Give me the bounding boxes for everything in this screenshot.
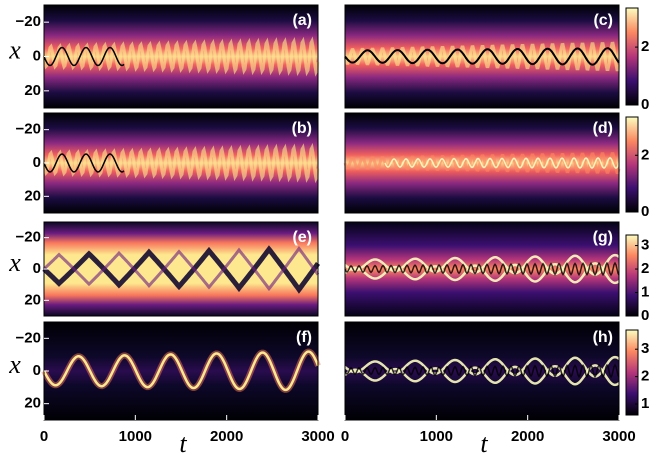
panel-label: (c) <box>593 12 613 29</box>
y-tick-label: 20 <box>24 395 41 412</box>
panel-label: (a) <box>292 12 312 29</box>
density-ridge <box>344 363 620 379</box>
x-tick-label: 2000 <box>511 428 544 445</box>
y-tick-label: −20 <box>16 329 41 346</box>
density-ridge <box>42 36 320 77</box>
y-axis-label: x <box>8 248 21 277</box>
x-tick-label: 3000 <box>301 428 334 445</box>
density-ridge <box>343 41 621 72</box>
y-axis-label: x <box>8 350 21 379</box>
panel-label: (h) <box>593 329 613 346</box>
density-ridge <box>344 262 620 285</box>
y-tick-label: 0 <box>33 154 41 171</box>
y-axis-label: x <box>8 35 21 64</box>
density-ridge <box>344 364 620 387</box>
density-ridge <box>42 245 321 294</box>
panel-label: (e) <box>292 229 312 246</box>
colorbar-tick-label: 2 <box>641 368 649 385</box>
colorbar-tick-label: 0 <box>641 203 649 220</box>
panel-frame <box>344 221 620 317</box>
colorbar <box>625 116 639 213</box>
y-tick-label: 0 <box>33 260 41 277</box>
density-ridge <box>43 46 125 67</box>
density-ridge <box>42 350 320 392</box>
colorbar-tick-label: 0 <box>641 307 649 324</box>
colorbar <box>625 7 639 106</box>
colorbar-tick-label: 1 <box>641 283 649 300</box>
panel-label: (b) <box>292 120 312 137</box>
y-tick-label: −20 <box>16 121 41 138</box>
y-tick-label: 0 <box>33 47 41 64</box>
y-tick-label: −20 <box>16 13 41 30</box>
panel-frame <box>344 112 620 214</box>
colorbar-tick-label: 2 <box>641 146 649 163</box>
x-tick-label: 1000 <box>119 428 152 445</box>
density-ridge <box>343 152 621 174</box>
density-ridge <box>384 156 620 170</box>
y-tick-label: 20 <box>24 291 41 308</box>
y-tick-label: 20 <box>24 82 41 99</box>
density-ridge <box>42 142 320 184</box>
colorbar <box>625 329 639 416</box>
x-tick-label: 2000 <box>210 428 243 445</box>
panel-label: (f) <box>296 329 312 346</box>
y-tick-label: −20 <box>16 229 41 246</box>
colorbar-tick-label: 3 <box>641 340 649 357</box>
colorbar-tick-label: 2 <box>641 260 649 277</box>
x-tick-label: 3000 <box>602 428 635 445</box>
colorbar-tick-label: 1 <box>641 395 649 412</box>
x-axis-label: t <box>179 429 187 457</box>
panel-label: (g) <box>593 229 613 246</box>
colorbar-tick-label: 0 <box>641 96 649 113</box>
y-tick-label: 20 <box>24 187 41 204</box>
colorbar-tick-label: 2 <box>641 38 649 55</box>
colorbar-tick-label: 3 <box>641 237 649 254</box>
panel-frame <box>344 321 620 421</box>
x-tick-label: 1000 <box>420 428 453 445</box>
density-ridge <box>42 245 320 292</box>
panel-label: (d) <box>593 120 613 137</box>
colorbar <box>625 234 639 317</box>
x-tick-label: 0 <box>341 428 349 445</box>
panel-frame <box>344 4 620 109</box>
density-ridge <box>344 261 620 277</box>
x-tick-label: 0 <box>40 428 48 445</box>
heatmap <box>44 222 318 316</box>
density-ridge <box>344 47 620 66</box>
y-tick-label: 0 <box>33 362 41 379</box>
x-axis-label: t <box>480 429 488 457</box>
density-ridge <box>43 153 125 173</box>
